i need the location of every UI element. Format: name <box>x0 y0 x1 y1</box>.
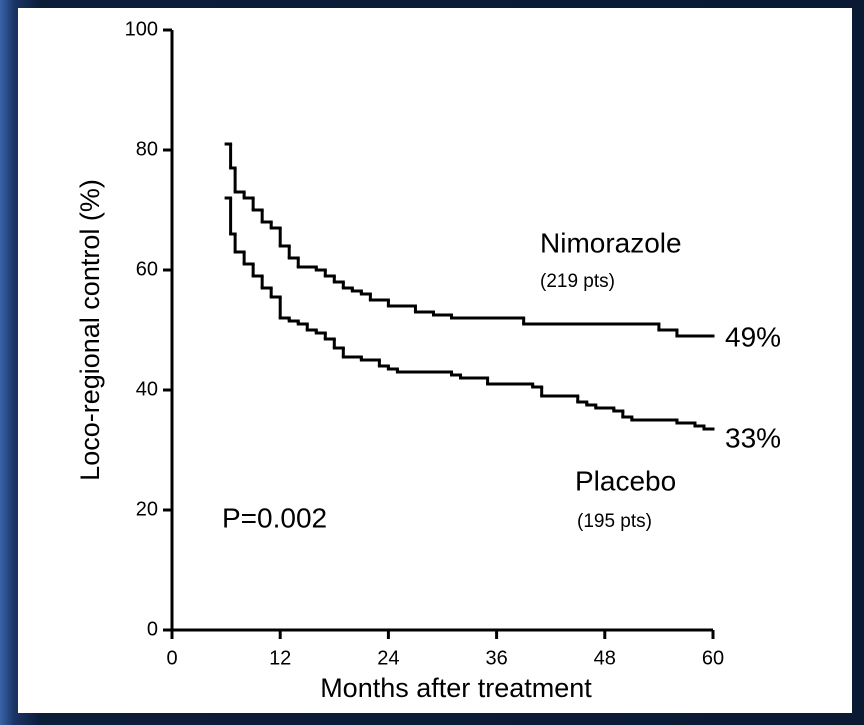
series-label: Placebo <box>575 465 676 496</box>
y-tick-label: 80 <box>136 138 158 160</box>
plot-panel <box>18 8 852 713</box>
x-tick-label: 24 <box>377 647 399 669</box>
x-tick-label: 12 <box>269 647 291 669</box>
annotation: (195 pts) <box>577 511 652 532</box>
y-tick-label: 60 <box>136 258 158 280</box>
annotation: (219 pts) <box>540 271 615 292</box>
y-tick-label: 0 <box>147 618 158 640</box>
x-tick-label: 36 <box>485 647 507 669</box>
x-tick-label: 48 <box>594 647 616 669</box>
y-tick-label: 40 <box>136 378 158 400</box>
series-label: Nimorazole <box>540 227 682 258</box>
x-tick-label: 60 <box>702 647 724 669</box>
y-tick-label: 20 <box>136 498 158 520</box>
y-tick-label: 100 <box>125 18 158 40</box>
x-axis-label: Months after treatment <box>320 673 592 703</box>
y-axis-label: Loco-regional control (%) <box>75 179 105 481</box>
annotation: P=0.002 <box>222 502 327 533</box>
x-tick-label: 0 <box>166 647 177 669</box>
annotation: 33% <box>725 422 781 453</box>
annotation: 49% <box>725 321 781 352</box>
